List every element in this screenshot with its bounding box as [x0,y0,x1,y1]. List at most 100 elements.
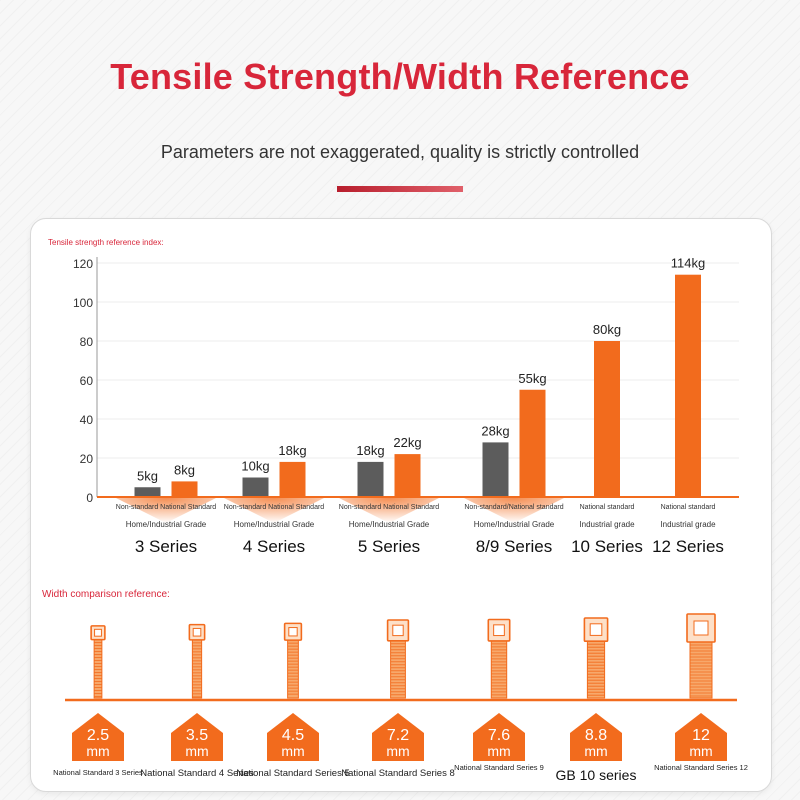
width-item-label: National Standard Series 12 [654,763,748,772]
tie-strap [390,640,406,699]
width-badge [372,713,424,761]
x-category-label: 10 Series [571,537,643,556]
data-label: 10kg [241,459,269,474]
grade-label: Home/Industrial Grade [234,520,315,529]
bar [171,481,198,497]
tie-ridges [587,643,605,696]
width-value: 2.5 [87,727,109,744]
width-value: 8.8 [585,727,607,744]
data-label: 8kg [174,462,195,477]
grade-label: Industrial grade [579,520,635,529]
width-item-label: National Standard 4 Series [140,768,254,779]
x-category-label: 3 Series [135,537,197,556]
tie-head-hole [693,620,709,636]
x-category-label: 5 Series [358,537,420,556]
bar-kind-caption: National standard [580,504,635,511]
y-tick-label: 20 [80,452,94,466]
tie-strap [490,640,508,699]
tie-ridges [192,642,202,698]
bar-kind-caption: Non-standard National Standard [339,504,440,511]
tie-ridges [287,642,299,695]
width-unit: mm [185,743,208,759]
x-category-label: 4 Series [243,537,305,556]
grade-label: Industrial grade [660,520,716,529]
width-item-label: National Standard Series 5 [236,768,350,779]
bar [242,477,269,497]
bar-kind-caption: Non-standard National Standard [224,504,325,511]
width-unit: mm [487,743,510,759]
width-unit: mm [584,743,607,759]
grade-label: Home/Industrial Grade [126,520,207,529]
width-unit: mm [281,743,304,759]
width-unit: mm [689,743,712,759]
bar [134,487,161,497]
group-glow [116,498,216,523]
bar-kind-caption: Non-standard National Standard [116,504,217,511]
x-category-label: 12 Series [652,537,724,556]
data-label: 18kg [278,443,306,458]
page-title: Tensile Strength/Width Reference [110,56,690,97]
width-value: 4.5 [282,727,304,744]
width-unit: mm [386,743,409,759]
y-tick-label: 60 [80,374,94,388]
tie-head-hole [392,624,404,637]
tie-head-hole [288,627,298,637]
tie-head-hole [192,627,202,637]
bar [357,461,384,497]
bar [519,389,546,497]
title-underline [337,186,463,192]
y-tick-label: 40 [80,413,94,427]
bar [675,274,701,497]
tie-strap [689,641,713,699]
bar [594,341,620,497]
width-item-label: GB 10 series [556,767,637,783]
width-value: 7.2 [387,727,409,744]
tie-ridges [390,643,406,696]
bar [394,454,421,497]
x-category-label: 8/9 Series [476,537,553,556]
width-value: 7.6 [488,727,510,744]
y-tick-label: 100 [73,296,93,310]
data-label: 80kg [593,322,621,337]
tie-head-hole [94,628,102,637]
chart-canvas: Tensile strength reference index: 0 20 40 60… [42,238,748,783]
width-value: 12 [692,727,710,744]
grade-label: Home/Industrial Grade [349,520,430,529]
chart-title: Tensile strength reference index: [48,238,164,247]
tie-ridges [690,644,712,697]
data-label: 55kg [518,371,546,386]
chart-card: Tensile strength reference index: 0 20 40 60… [30,218,772,792]
bar-kind-caption: National standard [661,504,716,511]
data-label: 18kg [356,443,384,458]
width-badge [267,713,319,761]
width-item-label: National Standard Series 8 [341,768,455,779]
data-label: 22kg [393,435,421,450]
width-badge [72,713,124,761]
width-item-label: National Standard 3 Series [53,768,143,777]
bar [279,461,306,497]
tie-head-hole [589,623,603,636]
y-tick-label: 120 [73,257,93,271]
tie-ridges [491,643,507,696]
width-item-label: National Standard Series 9 [454,763,544,772]
data-label: 114kg [671,256,705,271]
width-badge [675,713,727,761]
tie-head-hole [493,624,505,637]
width-value: 3.5 [186,727,208,744]
width-badge [473,713,525,761]
data-label: 28kg [481,423,509,438]
tie-ridges [94,642,102,698]
grade-label: Home/Industrial Grade [474,520,555,529]
width-badge [171,713,223,761]
y-tick-label: 0 [86,491,93,505]
width-unit: mm [86,743,109,759]
width-section-title: Width comparison reference: [42,589,170,600]
bar [482,442,509,497]
page-subtitle: Parameters are not exaggerated, quality … [160,142,640,162]
group-glow [464,498,564,523]
data-label: 5kg [137,468,158,483]
group-glow [339,498,439,523]
width-badge [570,713,622,761]
y-tick-label: 80 [80,335,94,349]
bar-kind-caption: Non-standard/National standard [464,504,563,511]
